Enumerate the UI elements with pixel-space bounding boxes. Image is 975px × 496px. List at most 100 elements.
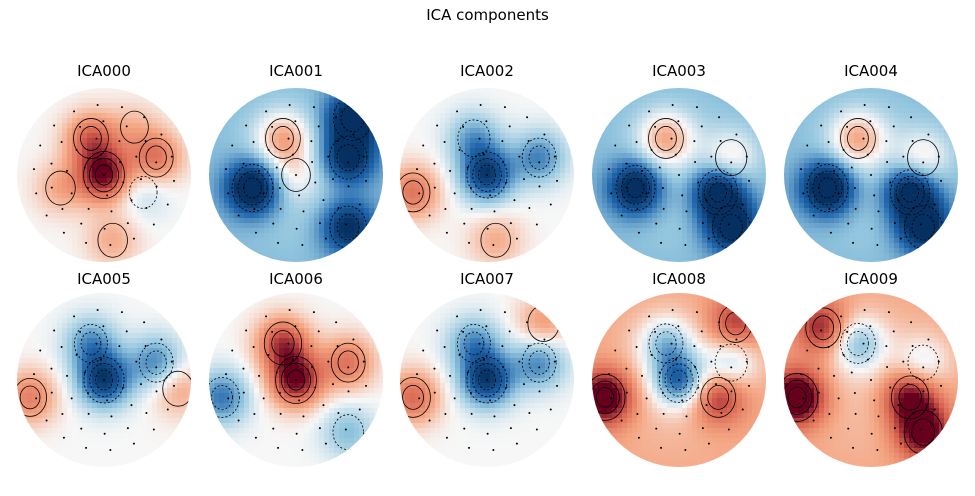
sensor-dot xyxy=(470,207,473,210)
sensor-dot xyxy=(237,214,240,217)
contour-line xyxy=(272,126,294,151)
sensor-dot xyxy=(837,397,840,400)
sensor-dot xyxy=(501,140,504,143)
sensor-dot xyxy=(620,214,623,217)
sensor-dot xyxy=(103,174,105,176)
contour-line xyxy=(280,362,312,398)
sensor-dot xyxy=(720,206,723,209)
sensor-dot xyxy=(347,366,350,369)
sensor-dot xyxy=(862,137,865,140)
sensor-dot xyxy=(122,386,125,389)
sensor-dot xyxy=(922,366,925,369)
sensor-dot xyxy=(70,397,73,400)
sensor-dot xyxy=(745,155,748,158)
sensor-dot xyxy=(508,125,511,128)
sensor-dot xyxy=(62,436,65,439)
sensor-dot xyxy=(526,321,529,324)
sensor-dot xyxy=(433,186,436,189)
sensor-dot xyxy=(637,231,640,234)
sensor-dot xyxy=(486,432,489,435)
sensor-dot xyxy=(940,179,943,182)
sensor-dot xyxy=(469,186,472,189)
sensor-dot xyxy=(492,448,495,451)
sensor-dot xyxy=(103,379,105,381)
sensor-dot xyxy=(863,104,866,107)
contour-line xyxy=(648,118,684,159)
sensor-dot xyxy=(671,309,674,312)
sensor-dot xyxy=(125,125,128,128)
sensor-dot xyxy=(628,329,631,332)
sensor-dot xyxy=(144,140,147,143)
sensor-dot xyxy=(445,436,448,439)
sensor-dot xyxy=(466,166,469,169)
topomap-field xyxy=(592,293,766,467)
sensor-dot xyxy=(654,330,657,333)
sensor-dot xyxy=(95,137,98,140)
sensor-dot xyxy=(707,237,710,240)
sensor-dot xyxy=(265,315,268,318)
sensor-dot xyxy=(126,222,129,225)
sensor-dot xyxy=(927,133,930,136)
sensor-dot xyxy=(710,155,713,158)
sensor-dot xyxy=(155,390,158,393)
sensor-dot xyxy=(528,411,531,414)
contour-line xyxy=(400,376,431,418)
sensor-dot xyxy=(502,161,505,164)
sensor-dot xyxy=(295,174,297,176)
sensor-dot xyxy=(489,399,492,402)
sensor-dot xyxy=(518,155,521,158)
component-title: ICA008 xyxy=(652,270,706,288)
sensor-dot xyxy=(245,124,248,127)
contour-line xyxy=(840,118,876,159)
contour-line xyxy=(271,330,295,357)
sensor-dot xyxy=(658,166,661,169)
sensor-dot xyxy=(310,345,313,348)
sensor-dot xyxy=(866,153,869,156)
contour-line xyxy=(898,384,922,411)
sensor-dot xyxy=(902,155,905,158)
sensor-dot xyxy=(291,358,294,361)
component-title: ICA007 xyxy=(460,270,514,288)
sensor-dot xyxy=(730,161,733,164)
sensor-dot xyxy=(324,442,327,445)
sensor-dot xyxy=(509,427,512,430)
contour-line xyxy=(528,145,550,170)
contour-line xyxy=(89,363,119,397)
sensor-dot xyxy=(61,207,64,210)
sensor-dot xyxy=(719,140,722,143)
contour-line xyxy=(120,110,149,144)
sensor-dot xyxy=(224,373,227,376)
contour-line xyxy=(478,164,496,186)
sensor-dot xyxy=(271,330,274,333)
contour-line xyxy=(95,369,113,391)
contour-line xyxy=(521,342,557,383)
sensor-dot xyxy=(469,391,472,394)
sensor-dot xyxy=(267,148,270,151)
sensor-dot xyxy=(650,353,653,356)
sensor-dot xyxy=(119,366,122,369)
sensor-dot xyxy=(889,386,892,389)
sensor-dot xyxy=(685,210,688,213)
sensor-dot xyxy=(636,207,639,210)
sensor-dot xyxy=(335,321,338,324)
sensor-dot xyxy=(453,397,456,400)
sensor-dot xyxy=(254,231,257,234)
sensor-dot xyxy=(62,231,65,234)
sensor-dot xyxy=(505,386,508,389)
sensor-dot xyxy=(458,353,461,356)
sensor-dot xyxy=(302,210,305,213)
sensor-dot xyxy=(87,412,90,415)
sensor-dot xyxy=(940,384,943,387)
sensor-dot xyxy=(311,366,314,369)
contour-line xyxy=(138,137,174,178)
sensor-dot xyxy=(253,412,256,415)
sensor-dot xyxy=(173,179,176,182)
sensor-dot xyxy=(650,148,653,151)
component-title: ICA009 xyxy=(844,270,898,288)
sensor-dot xyxy=(655,222,658,225)
sensor-dot xyxy=(710,360,713,363)
sensor-dot xyxy=(919,223,922,226)
sensor-dot xyxy=(106,399,109,402)
topomap-field xyxy=(17,88,191,262)
sensor-dot xyxy=(362,360,365,363)
